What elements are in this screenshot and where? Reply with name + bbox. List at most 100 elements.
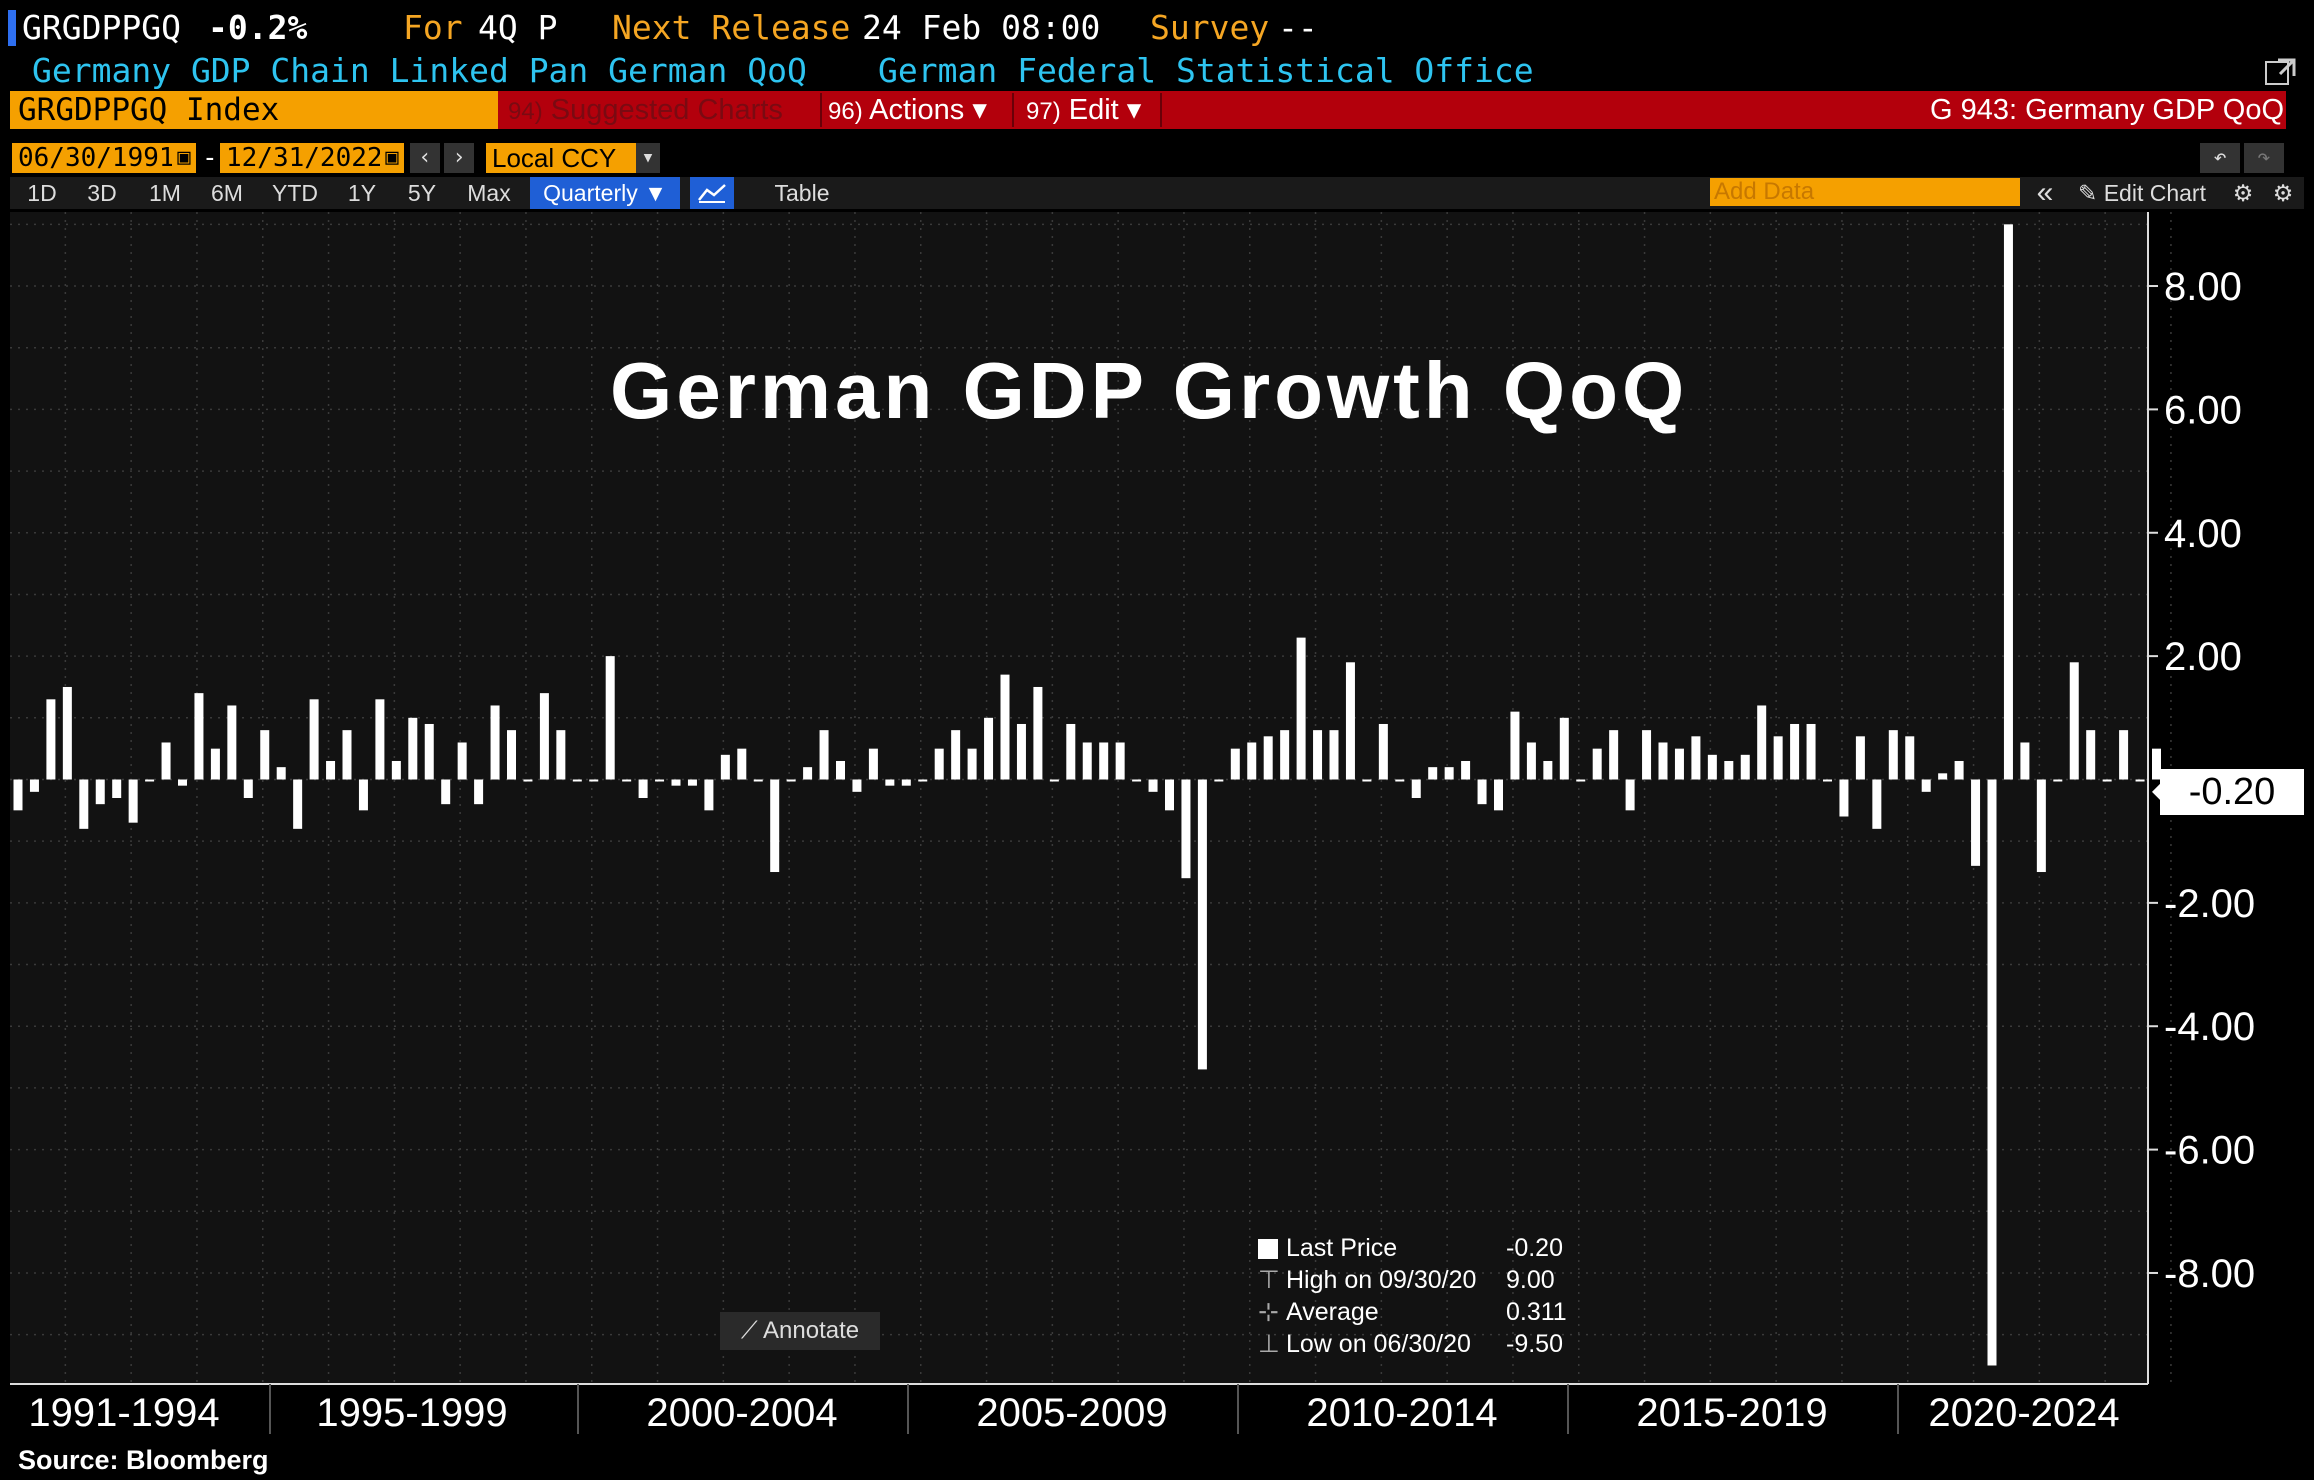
bar: [556, 730, 566, 780]
end-date-field[interactable]: 12/31/2022: [220, 143, 383, 173]
forward-arrow-icon[interactable]: ›: [444, 143, 474, 173]
range-3d[interactable]: 3D: [87, 180, 117, 206]
bar: [1823, 779, 1832, 782]
undo-icon[interactable]: ↶: [2200, 143, 2240, 173]
actions-number: 96): [828, 98, 863, 125]
bar: [1033, 686, 1043, 780]
bar: [1280, 730, 1290, 780]
legend-last-price: Last Price -0.20: [1258, 1232, 1567, 1264]
bar: [1115, 742, 1125, 780]
bar: [671, 779, 681, 786]
source-organization[interactable]: German Federal Statistical Office: [878, 51, 1534, 90]
date-dash: -: [202, 143, 218, 173]
popout-icon[interactable]: [2264, 56, 2298, 88]
bar: [1181, 779, 1191, 879]
ticker[interactable]: GRGDPPGQ: [22, 8, 181, 47]
bar: [1296, 637, 1306, 780]
period-value: 4Q P: [478, 8, 558, 47]
bar: [1345, 662, 1355, 780]
range-6m[interactable]: 6M: [211, 180, 243, 206]
source-note: Source: Bloomberg: [18, 1445, 269, 1475]
y-tick-label: 4.00: [2164, 512, 2242, 556]
currency-select[interactable]: Local CCY: [486, 143, 636, 173]
bar: [260, 730, 270, 780]
bar: [1674, 748, 1684, 780]
bar: [753, 779, 763, 782]
actions-menu[interactable]: 96) Actions ▾: [828, 91, 987, 129]
annotate-label: Annotate: [763, 1317, 860, 1344]
menu-divider: [1012, 93, 1014, 127]
range-1d[interactable]: 1D: [27, 180, 57, 206]
start-calendar-icon[interactable]: ▣: [172, 143, 196, 173]
bar: [342, 730, 352, 780]
bar: [2036, 779, 2046, 873]
table-tab[interactable]: Table: [774, 180, 830, 206]
bar: [1938, 773, 1948, 780]
bar: [227, 705, 237, 780]
bar: [128, 779, 138, 823]
bar: [29, 779, 39, 792]
range-max[interactable]: Max: [467, 180, 511, 206]
bar: [1576, 779, 1586, 782]
bar: [638, 779, 648, 798]
bar: [1066, 723, 1076, 780]
edit-number: 97): [1026, 98, 1061, 125]
security-index-field[interactable]: GRGDPPGQ Index: [10, 91, 498, 129]
redo-icon[interactable]: ↷: [2244, 143, 2284, 173]
range-5y[interactable]: 5Y: [407, 180, 437, 206]
bar: [1625, 779, 1635, 811]
bar: [326, 760, 336, 780]
bar: [523, 779, 533, 782]
y-tick-label: -2.00: [2164, 882, 2255, 926]
end-calendar-icon[interactable]: ▣: [380, 143, 404, 173]
bar: [391, 760, 401, 780]
bar: [2135, 779, 2145, 782]
last-value-label: -0.20: [2160, 768, 2304, 815]
bar: [1757, 705, 1767, 780]
bar: [605, 656, 615, 780]
start-date-field[interactable]: 06/30/1991: [12, 143, 175, 173]
bar: [951, 730, 961, 780]
bar: [1099, 742, 1109, 780]
bar: [46, 699, 56, 780]
edit-menu[interactable]: 97) Edit ▾: [1026, 91, 1141, 129]
y-tick-label: -6.00: [2164, 1129, 2255, 1173]
currency-dropdown-icon[interactable]: ▾: [636, 143, 660, 173]
bar: [852, 779, 862, 792]
bar: [1362, 779, 1372, 782]
frequency-select[interactable]: Quarterly ▼: [530, 177, 680, 209]
bar: [704, 779, 714, 811]
suggested-charts-menu[interactable]: 94) Suggested Charts: [508, 91, 783, 129]
gear-icon[interactable]: ⚙: [2272, 180, 2294, 206]
low-marker-icon: ⊥: [1258, 1330, 1280, 1358]
pencil-icon: ✎: [2078, 180, 2098, 206]
bar: [1049, 779, 1059, 782]
bar: [655, 779, 665, 782]
range-1y[interactable]: 1Y: [347, 180, 377, 206]
bar: [2069, 662, 2079, 780]
add-data-input[interactable]: Add Data: [1710, 178, 2020, 206]
range-1m[interactable]: 1M: [149, 180, 181, 206]
menu-divider: [1160, 93, 1162, 127]
bar: [178, 779, 187, 786]
collapse-icon[interactable]: «: [2036, 176, 2054, 209]
bar: [1461, 760, 1471, 780]
range-ytd[interactable]: YTD: [272, 180, 318, 206]
bar: [803, 767, 813, 780]
bar: [984, 717, 994, 780]
bar: [589, 779, 599, 782]
bar: [145, 779, 155, 782]
bar: [276, 767, 286, 780]
bar: [112, 779, 122, 798]
bar: [1247, 742, 1257, 780]
bar: [2152, 748, 2161, 780]
chart-legend[interactable]: Last Price -0.20 ⊤ High on 09/30/20 9.00 ⊹ A…: [1258, 1232, 1567, 1360]
change-value: -0.2%: [208, 8, 308, 47]
edit-chart-button[interactable]: ✎ Edit Chart: [2070, 177, 2214, 209]
back-arrow-icon[interactable]: ‹: [410, 143, 440, 173]
annotate-button[interactable]: ⟋ Annotate: [720, 1312, 880, 1350]
chart-type-icon[interactable]: [690, 177, 734, 209]
chart-settings-icon[interactable]: ⚙: [2232, 180, 2254, 206]
bar: [1148, 779, 1158, 792]
bar: [2102, 779, 2112, 782]
